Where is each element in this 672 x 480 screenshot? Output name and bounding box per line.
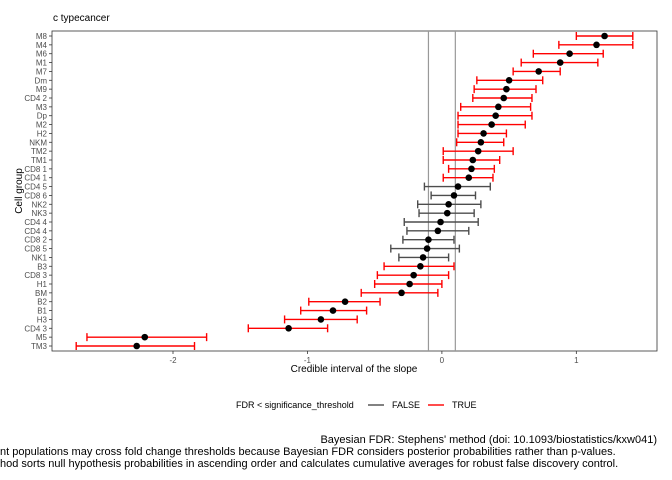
estimate-point xyxy=(477,138,485,146)
estimate-point xyxy=(500,94,508,102)
y-tick-label: CD4 3 xyxy=(24,324,47,333)
y-tick-label: CD8 1 xyxy=(24,165,47,174)
y-tick-label: CD8 6 xyxy=(24,191,47,200)
y-tick-label: TM3 xyxy=(31,342,48,351)
estimate-point xyxy=(341,298,349,306)
y-tick-label: H3 xyxy=(37,315,48,324)
estimate-point xyxy=(133,342,140,350)
y-tick-label: Dp xyxy=(37,112,48,121)
y-tick-label: M4 xyxy=(36,41,48,50)
x-axis-ticks: -2 -1 0 1 xyxy=(169,351,579,365)
y-tick-label: B3 xyxy=(37,262,47,271)
estimate-point xyxy=(474,147,482,155)
estimate-point xyxy=(419,254,427,261)
estimate-point xyxy=(465,174,473,182)
y-tick-label: M2 xyxy=(36,121,48,130)
caption-line-3: hod sorts null hypothesis probabilities … xyxy=(0,458,618,470)
chart-title: c typecancer xyxy=(53,13,110,24)
estimate-point xyxy=(454,183,462,190)
estimate-point xyxy=(480,130,487,137)
estimate-point xyxy=(495,103,502,111)
estimate-point xyxy=(406,280,413,288)
y-tick-label: B2 xyxy=(37,298,47,307)
y-tick-label: CD4 4 xyxy=(24,227,47,236)
estimate-point xyxy=(434,227,442,235)
y-axis-title: Cell group xyxy=(14,168,25,214)
y-tick-label: H2 xyxy=(37,129,48,138)
estimate-point xyxy=(423,245,431,252)
estimate-point xyxy=(445,200,452,208)
y-tick-label: M6 xyxy=(36,50,48,59)
caption-line-2: nt populations may cross fold change thr… xyxy=(0,446,616,458)
estimate-point xyxy=(317,316,325,323)
y-tick-label: NK1 xyxy=(31,253,47,262)
y-tick-label: M1 xyxy=(36,59,48,68)
estimate-point xyxy=(593,41,600,49)
x-tick-label: -1 xyxy=(304,356,312,365)
plot-panel xyxy=(51,30,658,352)
y-tick-label: M5 xyxy=(36,333,48,342)
y-tick-label: M3 xyxy=(36,103,48,112)
y-tick-label: CD8 5 xyxy=(24,245,47,254)
legend-label-false: FALSE xyxy=(392,400,420,410)
estimate-points xyxy=(133,32,608,350)
reference-lines xyxy=(427,31,456,351)
y-tick-label: CD4 5 xyxy=(24,183,47,192)
x-tick-label: 0 xyxy=(440,356,445,365)
estimate-point xyxy=(492,112,499,120)
y-tick-label: H1 xyxy=(37,280,48,289)
estimate-point xyxy=(488,121,495,128)
y-tick-label: CD4 4 xyxy=(24,218,47,227)
estimate-point xyxy=(505,76,513,84)
y-tick-label: CD8 2 xyxy=(24,236,47,245)
y-tick-label: B1 xyxy=(37,307,47,316)
estimate-point xyxy=(535,68,542,75)
y-tick-label: M8 xyxy=(36,32,48,41)
y-tick-label: BM xyxy=(35,289,47,298)
y-tick-label: M7 xyxy=(36,67,48,76)
estimate-point xyxy=(443,209,451,217)
y-tick-label: NK2 xyxy=(31,200,47,209)
estimate-point xyxy=(468,165,475,173)
y-tick-label: TM2 xyxy=(31,147,48,156)
estimate-point xyxy=(329,307,337,314)
y-tick-label: CD4 2 xyxy=(24,94,47,103)
estimate-point xyxy=(566,50,573,58)
estimate-point xyxy=(398,289,405,297)
y-tick-label: NK3 xyxy=(31,209,47,218)
estimate-point xyxy=(417,262,424,270)
x-tick-label: -2 xyxy=(169,356,177,365)
estimate-point xyxy=(437,218,444,226)
estimate-point xyxy=(425,236,432,244)
legend-title: FDR < significance_threshold xyxy=(236,400,354,410)
x-axis-title: Credible interval of the slope xyxy=(291,364,418,375)
y-tick-label: NKM xyxy=(29,138,47,147)
legend-label-true: TRUE xyxy=(452,400,477,410)
y-tick-label: CD4 1 xyxy=(24,174,47,183)
legend: FDR < significance_threshold FALSE TRUE xyxy=(236,400,477,410)
estimate-point xyxy=(285,324,292,332)
caption-line-1: Bayesian FDR: Stephens' method (doi: 10.… xyxy=(320,434,657,446)
estimate-point xyxy=(469,156,477,164)
y-tick-label: M9 xyxy=(36,85,48,94)
x-tick-label: 1 xyxy=(574,356,579,365)
y-tick-label: Dm xyxy=(35,76,48,85)
estimate-point xyxy=(410,271,417,279)
estimate-point xyxy=(503,85,510,93)
y-tick-label: TM1 xyxy=(31,156,48,165)
estimate-point xyxy=(450,192,458,199)
y-tick-label: CD8 3 xyxy=(24,271,47,280)
estimate-point xyxy=(556,59,564,66)
estimate-point xyxy=(141,333,149,341)
estimate-point xyxy=(601,32,608,40)
